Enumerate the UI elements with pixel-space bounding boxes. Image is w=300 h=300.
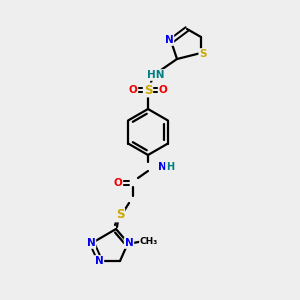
Text: H: H (166, 162, 174, 172)
Text: N: N (94, 256, 103, 266)
Text: O: O (159, 85, 167, 95)
Text: S: S (199, 49, 207, 59)
Text: O: O (114, 178, 122, 188)
Text: N: N (124, 238, 134, 248)
Text: N: N (165, 35, 173, 45)
Text: O: O (129, 85, 137, 95)
Text: N: N (87, 238, 95, 248)
Text: CH₃: CH₃ (140, 236, 158, 245)
Text: N: N (158, 162, 166, 172)
Text: S: S (116, 208, 124, 221)
Text: S: S (144, 83, 152, 97)
Text: HN: HN (147, 70, 165, 80)
